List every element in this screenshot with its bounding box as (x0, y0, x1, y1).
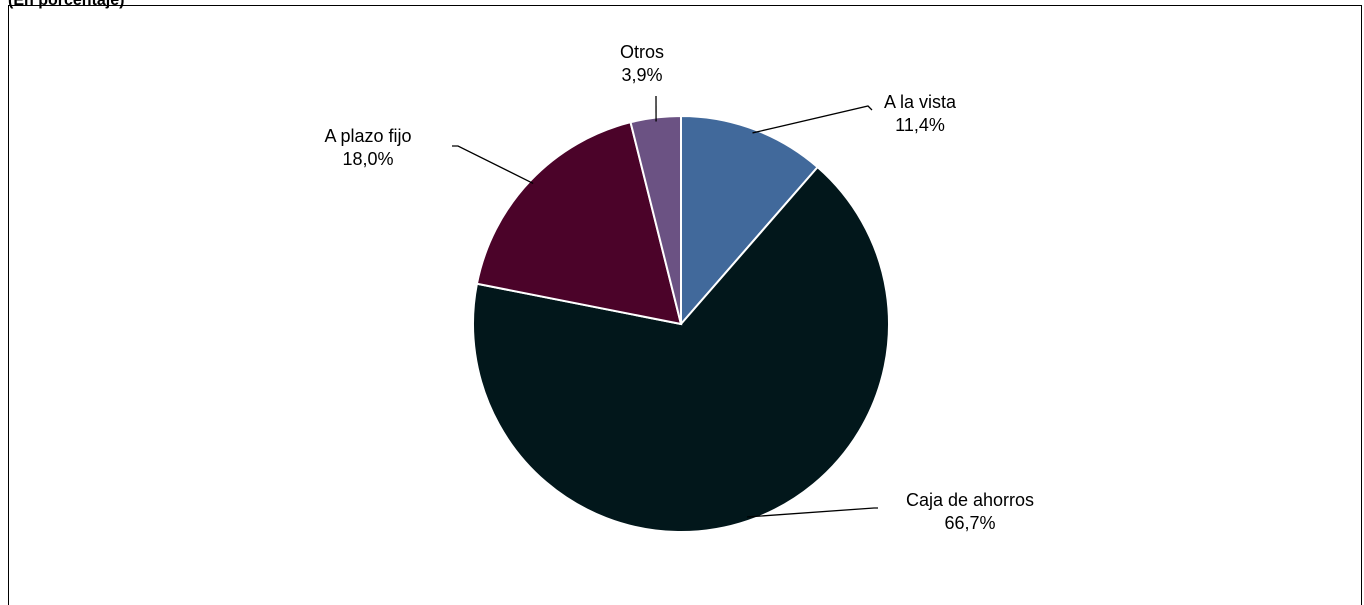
slice-value-caja-de-ahorros: 66,7% (944, 513, 995, 533)
slice-label-otros: Otros (620, 42, 664, 62)
slice-value-a-plazo-fijo: 18,0% (342, 149, 393, 169)
slice-label-a-la-vista: A la vista (884, 92, 957, 112)
slice-label-a-plazo-fijo: A plazo fijo (324, 126, 411, 146)
slice-value-otros: 3,9% (621, 65, 662, 85)
leader-line-a-la-vista (753, 106, 872, 133)
slice-value-a-la-vista: 11,4% (895, 115, 945, 135)
leader-line-a-plazo-fijo (452, 146, 533, 183)
slice-label-caja-de-ahorros: Caja de ahorros (906, 490, 1034, 510)
